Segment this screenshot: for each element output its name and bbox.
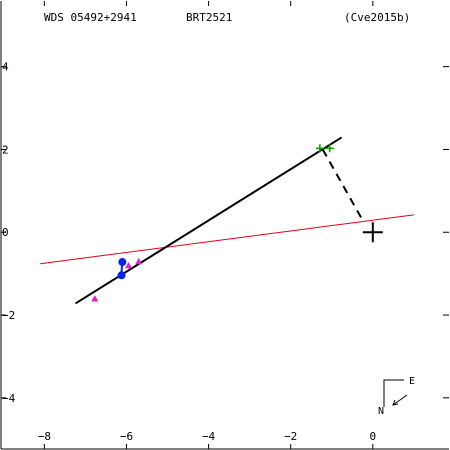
observation-point-plus [325, 144, 334, 153]
compass-arrow-head [392, 399, 399, 406]
observation-point-triangle [125, 261, 133, 269]
y-tick-label: 4 [2, 61, 9, 74]
y-tick-label: −2 [2, 309, 15, 322]
x-tick-label: −2 [284, 430, 297, 443]
x-tick-label: −8 [38, 430, 51, 443]
y-tick-label: −4 [2, 392, 16, 405]
wds-id-label: WDS 05492+2941 [44, 11, 137, 24]
compass-rose: E N [378, 376, 415, 417]
observation-point-circle [117, 271, 126, 280]
y-tick-label: 2 [2, 143, 9, 156]
orbit-lines [40, 136, 414, 305]
reference-label: (Cve2015b) [344, 11, 410, 24]
compass-frame [383, 379, 404, 407]
orbit-line [75, 136, 343, 305]
observation-point-circle [118, 258, 127, 267]
observation-point-triangle [91, 294, 99, 302]
line-of-nodes [40, 214, 414, 265]
x-tick-label: −6 [120, 430, 133, 443]
y-tick-label: 0 [2, 226, 9, 239]
data-points [91, 144, 334, 302]
discoverer-label: BRT2521 [186, 11, 232, 24]
x-tick-label: −4 [202, 430, 216, 443]
compass-north-label: N [378, 406, 384, 417]
x-tick-label: 0 [369, 430, 376, 443]
compass-east-label: E [409, 376, 415, 387]
compass-arrow-shaft [392, 394, 408, 406]
observation-point-triangle [135, 257, 143, 265]
observation-point-plus [315, 144, 324, 153]
periastron-link [321, 148, 365, 223]
